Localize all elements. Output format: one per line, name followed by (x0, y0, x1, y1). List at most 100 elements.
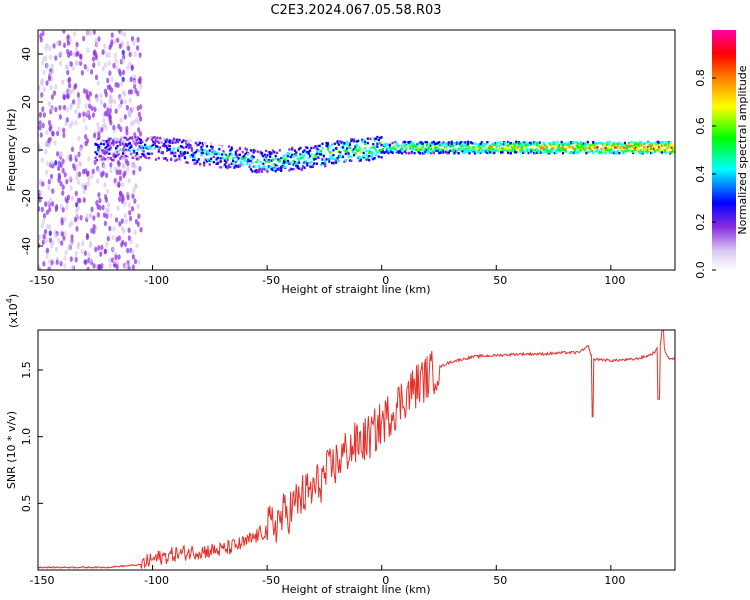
heatmap-cell (70, 120, 74, 127)
heatmap-cell (85, 109, 90, 116)
heatmap-cell (432, 151, 435, 155)
heatmap-cell (245, 159, 248, 163)
heatmap-cell (656, 142, 659, 145)
heatmap-cell (196, 144, 199, 147)
heatmap-cell (251, 157, 254, 161)
heatmap-cell (560, 140, 563, 144)
heatmap-cell (185, 161, 188, 164)
heatmap-cell (440, 149, 444, 152)
heatmap-cell (616, 145, 620, 148)
heatmap-cell (374, 145, 378, 148)
heatmap-cell (548, 150, 551, 153)
heatmap-cell (150, 138, 154, 141)
heatmap-cell (121, 195, 125, 202)
heatmap-cell (291, 148, 294, 151)
heatmap-cell (164, 140, 167, 144)
heatmap-cell (95, 143, 99, 147)
heatmap-cell (135, 243, 139, 249)
heatmap-cell (105, 145, 108, 149)
heatmap-cell (401, 144, 404, 147)
heatmap-cell (579, 143, 582, 146)
heatmap-cell (399, 150, 402, 153)
heatmap-cell (388, 149, 391, 153)
heatmap-cell (465, 150, 468, 153)
colorbar-ticks: 0.00.20.40.60.8 (694, 69, 716, 279)
heatmap-cell (600, 149, 603, 152)
heatmap-cell (244, 147, 247, 150)
heatmap-cell (403, 140, 407, 144)
heatmap-cell (557, 148, 560, 151)
heatmap-cell (348, 159, 352, 162)
heatmap-cell (128, 215, 133, 222)
heatmap-cell (242, 155, 246, 158)
heatmap-cell (154, 138, 158, 142)
heatmap-cell (352, 138, 356, 141)
heatmap-cell (189, 144, 192, 147)
heatmap-cell (125, 262, 129, 269)
heatmap-cell (497, 147, 500, 150)
heatmap-cell (205, 152, 209, 156)
heatmap-cell (299, 157, 302, 160)
heatmap-cell (262, 167, 265, 170)
heatmap-cell (490, 144, 493, 147)
heatmap-cell (67, 77, 71, 84)
heatmap-cell (654, 143, 657, 147)
heatmap-cell (113, 156, 116, 159)
heatmap-cell (59, 151, 63, 157)
heatmap-cell (203, 141, 206, 145)
heatmap-cell (626, 145, 629, 148)
heatmap-cell (68, 82, 72, 89)
heatmap-cell (354, 145, 357, 148)
heatmap-cell (41, 30, 45, 37)
heatmap-cell (406, 144, 409, 148)
heatmap-cell (622, 150, 625, 154)
heatmap-cell (403, 145, 407, 148)
heatmap-cell (295, 151, 298, 154)
heatmap-cell (113, 137, 116, 140)
heatmap-cell (269, 166, 272, 169)
heatmap-cell (92, 215, 96, 221)
heatmap-cell (376, 142, 379, 145)
heatmap-cell (186, 143, 189, 147)
heatmap-cell (461, 143, 464, 147)
heatmap-cell (577, 151, 580, 154)
heatmap-cell (471, 142, 474, 145)
heatmap-cell (133, 229, 137, 235)
heatmap-cell (638, 152, 642, 155)
heatmap-cell (74, 108, 78, 115)
heatmap-cell (40, 206, 44, 213)
heatmap-cell (198, 141, 202, 145)
heatmap-cell (501, 151, 504, 154)
heatmap-cell (659, 145, 662, 148)
heatmap-cell (491, 148, 495, 151)
heatmap-cell (204, 158, 207, 161)
heatmap-cell (47, 75, 52, 82)
heatmap-cell (561, 143, 565, 147)
heatmap-cell (104, 152, 107, 155)
heatmap-cell (567, 141, 570, 144)
heatmap-cell (153, 147, 156, 150)
heatmap-cell (297, 159, 301, 162)
heatmap-cell (427, 151, 430, 154)
heatmap-cell (51, 130, 55, 137)
heatmap-cell (106, 188, 110, 195)
heatmap-cell (418, 141, 422, 144)
heatmap-cell (62, 104, 67, 111)
heatmap-cell (369, 146, 372, 150)
heatmap-cell (340, 156, 343, 159)
heatmap-cell (52, 90, 57, 96)
heatmap-cell (131, 193, 135, 199)
heatmap-cell (341, 155, 345, 158)
heatmap-cell (175, 140, 178, 144)
heatmap-cell (629, 144, 632, 148)
heatmap-cell (49, 124, 53, 130)
heatmap-cell (607, 142, 610, 146)
heatmap-cell (205, 160, 209, 163)
heatmap-cell (428, 144, 431, 148)
heatmap-cell (660, 144, 664, 147)
heatmap-cell (185, 139, 188, 143)
heatmap-cell (655, 143, 658, 146)
heatmap-cell (522, 149, 525, 152)
heatmap-cell (135, 138, 138, 142)
heatmap-cell (137, 154, 140, 158)
